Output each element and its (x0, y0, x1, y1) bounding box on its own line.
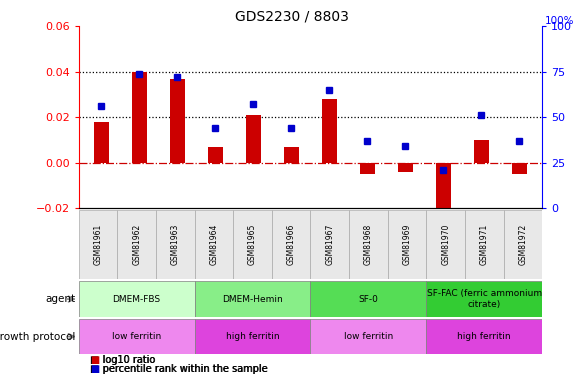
Text: GSM81963: GSM81963 (171, 224, 180, 266)
Bar (310, 281, 426, 317)
Bar (246, 115, 261, 163)
Text: percentile rank within the sample: percentile rank within the sample (103, 364, 268, 374)
Bar (132, 72, 147, 163)
Bar (195, 281, 310, 317)
Bar (388, 210, 426, 279)
Bar (94, 122, 109, 163)
Bar (284, 147, 299, 163)
Bar (79, 319, 195, 354)
Text: ■ percentile rank within the sample: ■ percentile rank within the sample (90, 364, 268, 374)
Bar (233, 210, 272, 279)
Bar (117, 210, 156, 279)
Bar (208, 147, 223, 163)
Text: GSM81965: GSM81965 (248, 224, 257, 266)
Bar (156, 210, 195, 279)
Bar (170, 78, 185, 163)
Text: SF-0: SF-0 (359, 295, 378, 304)
Bar (310, 319, 426, 354)
Text: GSM81969: GSM81969 (402, 224, 412, 266)
Text: ■ log10 ratio: ■ log10 ratio (90, 355, 155, 364)
Text: DMEM-Hemin: DMEM-Hemin (222, 295, 283, 304)
Bar (512, 163, 527, 174)
Text: log10 ratio: log10 ratio (103, 355, 156, 364)
Bar (349, 210, 388, 279)
Text: low ferritin: low ferritin (344, 332, 393, 341)
Bar (436, 163, 451, 226)
Bar (195, 319, 310, 354)
Bar (398, 163, 413, 172)
Text: high ferritin: high ferritin (226, 332, 279, 341)
Text: ■: ■ (90, 364, 100, 374)
Bar (79, 210, 117, 279)
Text: low ferritin: low ferritin (112, 332, 161, 341)
Bar (504, 210, 542, 279)
Text: agent: agent (45, 294, 76, 304)
Bar (474, 140, 489, 163)
Text: GSM81968: GSM81968 (364, 224, 373, 266)
Text: 100%: 100% (545, 15, 575, 26)
Text: GDS2230 / 8803: GDS2230 / 8803 (234, 9, 349, 23)
Bar (426, 281, 542, 317)
Bar (79, 281, 195, 317)
Text: ■: ■ (90, 355, 100, 364)
Text: GSM81961: GSM81961 (93, 224, 103, 266)
Bar (195, 210, 233, 279)
Bar (426, 210, 465, 279)
Text: GSM81962: GSM81962 (132, 224, 141, 266)
Text: growth protocol: growth protocol (0, 332, 76, 342)
Text: GSM81966: GSM81966 (287, 224, 296, 266)
Bar (272, 210, 310, 279)
Bar (310, 210, 349, 279)
Bar (465, 210, 504, 279)
Text: GSM81970: GSM81970 (441, 224, 450, 266)
Text: GSM81967: GSM81967 (325, 224, 334, 266)
Bar (426, 319, 542, 354)
Text: high ferritin: high ferritin (458, 332, 511, 341)
Text: GSM81964: GSM81964 (209, 224, 219, 266)
Bar (322, 99, 337, 163)
Text: SF-FAC (ferric ammonium
citrate): SF-FAC (ferric ammonium citrate) (427, 290, 542, 309)
Text: GSM81972: GSM81972 (518, 224, 528, 266)
Text: DMEM-FBS: DMEM-FBS (113, 295, 161, 304)
Text: GSM81971: GSM81971 (480, 224, 489, 266)
Bar (360, 163, 375, 174)
